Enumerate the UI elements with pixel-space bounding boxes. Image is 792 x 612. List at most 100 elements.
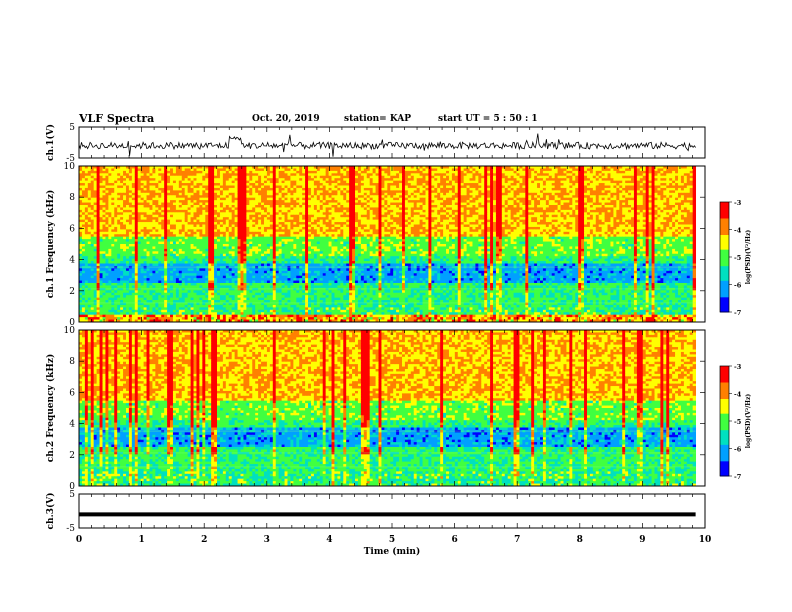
spectrogram-ch1-cell <box>687 168 690 171</box>
spectrogram-ch1-cell <box>123 171 126 174</box>
spectrogram-ch1-cell <box>493 176 496 179</box>
spectrogram-ch1-cell <box>587 168 590 171</box>
spectrogram-ch1-cell <box>423 181 426 184</box>
spectrogram-ch1-cell <box>337 173 340 176</box>
spectrogram-ch1-cell <box>402 171 405 174</box>
spectrogram-ch1-cell <box>387 168 390 171</box>
spectrogram-ch1-cell <box>455 168 458 171</box>
spectrogram-ch1-cell <box>273 178 276 181</box>
spectrogram-ch1-cell <box>252 176 255 179</box>
spectrogram-ch1-cell <box>449 168 452 171</box>
spectrogram-ch1-cell <box>264 183 267 186</box>
spectrogram-ch1-cell <box>467 173 470 176</box>
spectrogram-ch1-cell <box>182 178 185 181</box>
spectrogram-ch1-cell <box>293 171 296 174</box>
spectrogram-ch1-cell <box>649 173 652 176</box>
spectrogram-ch1-cell <box>94 181 97 184</box>
spectrogram-ch1-cell <box>561 178 564 181</box>
spectrogram-ch1-cell <box>349 183 352 186</box>
spectrogram-ch1-cell <box>599 181 602 184</box>
spectrogram-ch1-cell <box>655 173 658 176</box>
spectrogram-ch1-cell <box>393 178 396 181</box>
spectrogram-ch1-cell <box>349 173 352 176</box>
spectrogram-ch1-cell <box>100 173 103 176</box>
spectrogram-ch1-cell <box>387 181 390 184</box>
spectrogram-ch1-cell <box>493 171 496 174</box>
spectrogram-ch1-cell <box>572 183 575 186</box>
spectrogram-ch1-cell <box>631 173 634 176</box>
spectrogram-ch1-cell <box>502 178 505 181</box>
spectrogram-ch1-cell <box>464 178 467 181</box>
spectrogram-ch1-cell <box>669 181 672 184</box>
spectrogram-ch1-cell <box>373 176 376 179</box>
spectrogram-ch1-cell <box>566 183 569 186</box>
spectrogram-ch1-cell <box>458 173 461 176</box>
spectrogram-ch1-cell <box>364 173 367 176</box>
spectrogram-ch1-cell <box>340 173 343 176</box>
spectrogram-ch1-cell <box>390 183 393 186</box>
spectrogram-ch1-cell <box>343 173 346 176</box>
spectrogram-ch1-cell <box>540 181 543 184</box>
spectrogram-ch1-cell <box>340 171 343 174</box>
spectrogram-ch1-cell <box>487 176 490 179</box>
spectrogram-ch1-cell <box>373 173 376 176</box>
spectrogram-ch1-cell <box>337 178 340 181</box>
spectrogram-ch1-cell <box>481 168 484 171</box>
spectrogram-ch1-cell <box>108 171 111 174</box>
spectrogram-ch1-cell <box>367 183 370 186</box>
spectrogram-ch1-cell <box>522 171 525 174</box>
spectrogram-ch1-cell <box>270 178 273 181</box>
spectrogram-ch1-cell <box>208 171 211 174</box>
spectrogram-ch1-cell <box>135 171 138 174</box>
spectrogram-ch1-cell <box>555 176 558 179</box>
spectrogram-ch1-cell <box>108 168 111 171</box>
spectrogram-ch1-cell <box>302 168 305 171</box>
spectrogram-ch1-cell <box>279 176 282 179</box>
spectrogram-ch1-cell <box>267 178 270 181</box>
spectrogram-ch1-cell <box>467 181 470 184</box>
spectrogram-ch1-cell <box>208 181 211 184</box>
spectrogram-ch1-cell <box>399 183 402 186</box>
spectrogram-ch1-cell <box>528 171 531 174</box>
spectrogram-ch1-cell <box>511 181 514 184</box>
spectrogram-ch1-cell <box>105 178 108 181</box>
spectrogram-ch1-cell <box>575 183 578 186</box>
spectrogram-ch1-cell <box>155 178 158 181</box>
spectrogram-ch1-cell <box>546 178 549 181</box>
spectrogram-ch1-cell <box>437 168 440 171</box>
spectrogram-ch1-cell <box>657 171 660 174</box>
spectrogram-ch1-cell <box>114 173 117 176</box>
spectrogram-ch1-cell <box>326 168 329 171</box>
spectrogram-ch1-cell <box>141 173 144 176</box>
spectrogram-ch1-cell <box>85 178 88 181</box>
spectrogram-ch1-cell <box>411 176 414 179</box>
spectrogram-ch1-cell <box>467 171 470 174</box>
spectrogram-ch1-cell <box>196 171 199 174</box>
spectrogram-ch1-cell <box>179 173 182 176</box>
spectrogram-ch1-cell <box>270 173 273 176</box>
spectrogram-ch1-cell <box>549 173 552 176</box>
spectrogram-ch1-cell <box>194 178 197 181</box>
spectrogram-ch1-cell <box>643 176 646 179</box>
spectrogram-ch1-cell <box>558 168 561 171</box>
spectrogram-ch1-cell <box>408 168 411 171</box>
spectrogram-ch1-cell <box>399 176 402 179</box>
spectrogram-ch1-cell <box>537 168 540 171</box>
spectrogram-ch1-cell <box>431 171 434 174</box>
spectrogram-ch1-cell <box>552 181 555 184</box>
spectrogram-ch1-cell <box>367 176 370 179</box>
spectrogram-ch1-cell <box>619 181 622 184</box>
spectrogram-ch1-cell <box>666 178 669 181</box>
spectrogram-ch1-cell <box>405 168 408 171</box>
spectrogram-ch1-cell <box>390 173 393 176</box>
spectrogram-ch1-cell <box>364 176 367 179</box>
spectrogram-ch1-cell <box>346 178 349 181</box>
spectrogram-ch1-cell <box>152 171 155 174</box>
spectrogram-ch1-cell <box>149 178 152 181</box>
spectrogram-ch1-cell <box>549 171 552 174</box>
spectrogram-ch1-cell <box>290 181 293 184</box>
spectrogram-ch1-cell <box>182 173 185 176</box>
spectrogram-ch1-cell <box>522 181 525 184</box>
spectrogram-ch1-cell <box>211 168 214 171</box>
spectrogram-ch1-cell <box>105 168 108 171</box>
